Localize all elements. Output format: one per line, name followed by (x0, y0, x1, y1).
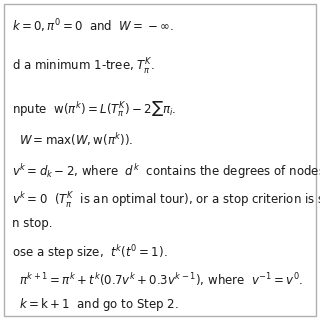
Text: $W = \mathrm{max}(W, \mathrm{w}(\pi^k))$.: $W = \mathrm{max}(W, \mathrm{w}(\pi^k))$… (19, 131, 134, 148)
Text: $k = 0, \pi^0 = 0$  and  $W = -\infty$.: $k = 0, \pi^0 = 0$ and $W = -\infty$. (12, 17, 174, 35)
Text: $k = \mathrm{k} + 1$  and go to Step 2.: $k = \mathrm{k} + 1$ and go to Step 2. (19, 296, 179, 313)
Text: n stop.: n stop. (12, 218, 53, 230)
Text: ose a step size,  $t^k(t^0 = 1)$.: ose a step size, $t^k(t^0 = 1)$. (12, 243, 168, 262)
Text: $\pi^{k+1} = \pi^k + t^k(0.7v^k + 0.3v^{k-1})$, where  $v^{-1} = v^0$.: $\pi^{k+1} = \pi^k + t^k(0.7v^k + 0.3v^{… (19, 272, 303, 288)
Text: $v^k = 0$  $(T^K_{\pi}$  is an optimal tour), or a stop criterion is sa: $v^k = 0$ $(T^K_{\pi}$ is an optimal tou… (12, 190, 320, 210)
Text: d a minimum 1-tree, $T^K_{\pi}$.: d a minimum 1-tree, $T^K_{\pi}$. (12, 57, 155, 77)
Text: $v^k = d_k - 2$, where  $d^k$  contains the degrees of nodes in: $v^k = d_k - 2$, where $d^k$ contains th… (12, 162, 320, 181)
Text: npute  $\mathrm{w}(\pi^k) = L(T^K_{\pi}) - 2\sum \pi_i$.: npute $\mathrm{w}(\pi^k) = L(T^K_{\pi}) … (12, 99, 177, 118)
